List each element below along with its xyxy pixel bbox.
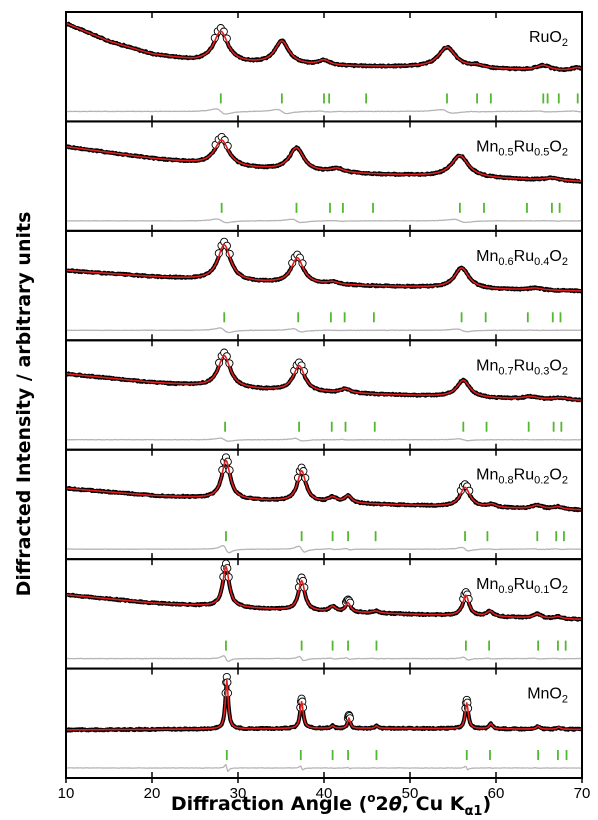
panel-label-subscript: 2 xyxy=(562,37,568,49)
observed-series xyxy=(65,242,583,294)
panel-label-subscript: 2 xyxy=(562,694,568,706)
panel-5: Mn0.9Ru0.1O2 xyxy=(65,558,583,670)
difference-series xyxy=(66,437,582,442)
panel-label: Mn0.6Ru0.4O2 xyxy=(476,248,568,268)
panel-label-subscript: 0.6 xyxy=(498,256,513,268)
y-axis-title: Diffracted Intensity / arbitrary units xyxy=(13,212,35,597)
fit-series xyxy=(66,139,582,183)
panel-label-subscript: 0.5 xyxy=(534,146,549,158)
x-axis-title-part: Diffraction Angle ( xyxy=(171,793,367,815)
difference-series xyxy=(66,545,582,554)
fit-series xyxy=(66,354,582,401)
difference-series xyxy=(66,763,582,772)
panel-label-text: Ru xyxy=(514,248,534,265)
panel-label-subscript: 2 xyxy=(562,365,568,377)
panel-label-subscript: 2 xyxy=(562,146,568,158)
panel-label-subscript: 0.5 xyxy=(498,146,513,158)
panel-label: Mn0.9Ru0.1O2 xyxy=(476,576,568,596)
x-tick-label: 10 xyxy=(58,785,75,802)
panel-label: RuO2 xyxy=(529,29,568,49)
panel-6: MnO2 xyxy=(65,667,583,779)
panel-4: Mn0.8Ru0.2O2 xyxy=(65,448,583,561)
x-tick-label: 50 xyxy=(402,785,419,802)
panel-label-text: Ru xyxy=(514,467,534,484)
panel-label-text: O xyxy=(549,576,561,593)
panel-label-subscript: 0.1 xyxy=(534,584,549,596)
x-tick-label: 20 xyxy=(144,785,161,802)
x-axis-title: Diffraction Angle (o2θ, Cu Kα1) xyxy=(171,791,491,819)
x-axis-title-part: o xyxy=(367,791,375,805)
panel-label: Mn0.8Ru0.2O2 xyxy=(476,467,568,487)
panel-label-text: Ru xyxy=(514,576,534,593)
panel-label-subscript: 0.3 xyxy=(534,365,549,377)
x-axis-title-part: 2 xyxy=(376,793,389,815)
difference-series xyxy=(66,108,582,115)
panel-frame xyxy=(65,339,583,451)
panel-frame xyxy=(65,229,583,342)
panel-label: MnO2 xyxy=(527,686,568,706)
panel-label-subscript: 0.2 xyxy=(534,475,549,487)
fit-series xyxy=(66,459,582,511)
panel-label-text: O xyxy=(549,467,561,484)
x-axis-title-part: 1 xyxy=(473,804,482,819)
panel-label-text: Mn xyxy=(476,248,498,265)
x-axis-title-part: ) xyxy=(482,793,491,815)
difference-series xyxy=(66,655,582,663)
panel-label-subscript: 2 xyxy=(562,475,568,487)
panel-label-text: O xyxy=(549,138,561,155)
observed-series xyxy=(65,21,583,73)
panel-label-text: Mn xyxy=(476,138,498,155)
panel-3: Mn0.7Ru0.3O2 xyxy=(65,339,583,451)
panel-label-text: Ru xyxy=(514,138,534,155)
observed-series xyxy=(65,353,583,403)
panel-frame xyxy=(65,448,583,561)
panels-layer: RuO2Mn0.5Ru0.5O2Mn0.6Ru0.4O2Mn0.7Ru0.3O2… xyxy=(65,11,583,779)
x-tick-label: 60 xyxy=(488,785,505,802)
x-tick-label: 70 xyxy=(574,785,591,802)
panel-0: RuO2 xyxy=(65,11,583,123)
panel-label: Mn0.7Ru0.3O2 xyxy=(476,357,568,377)
panel-frame xyxy=(65,558,583,670)
panel-label-subscript: 2 xyxy=(562,256,568,268)
observed-series xyxy=(65,678,583,733)
panel-label-text: Ru xyxy=(514,357,534,374)
panel-label-text: RuO xyxy=(529,29,562,46)
panel-label-text: O xyxy=(549,357,561,374)
panel-label-subscript: 0.9 xyxy=(498,584,513,596)
x-axis-title-part: θ xyxy=(389,793,402,815)
panel-label-subscript: 0.7 xyxy=(498,365,513,377)
panel-label-text: Mn xyxy=(476,357,498,374)
panel-label-text: Mn xyxy=(476,576,498,593)
fit-series xyxy=(66,22,582,71)
x-axis: 10 20 30 40 50 60 70 xyxy=(58,778,591,802)
panel-label-text: O xyxy=(549,248,561,265)
panel-label-text: MnO xyxy=(527,686,562,703)
fit-series xyxy=(66,565,582,620)
panel-label-text: Mn xyxy=(476,467,498,484)
panel-frame xyxy=(65,667,583,779)
fit-series xyxy=(66,244,582,292)
difference-series xyxy=(66,218,582,224)
panel-1: Mn0.5Ru0.5O2 xyxy=(65,120,583,232)
x-axis-title-part: , Cu K xyxy=(402,793,466,815)
panel-label-subscript: 0.8 xyxy=(498,475,513,487)
panel-label-subscript: 2 xyxy=(562,584,568,596)
x-tick-label: 40 xyxy=(316,785,333,802)
fit-series xyxy=(66,679,582,731)
panel-label-subscript: 0.4 xyxy=(534,256,549,268)
panel-label: Mn0.5Ru0.5O2 xyxy=(476,138,568,158)
panel-2: Mn0.6Ru0.4O2 xyxy=(65,229,583,342)
x-tick-label: 30 xyxy=(230,785,247,802)
x-axis-title-part: α xyxy=(464,804,473,819)
difference-series xyxy=(66,327,582,334)
